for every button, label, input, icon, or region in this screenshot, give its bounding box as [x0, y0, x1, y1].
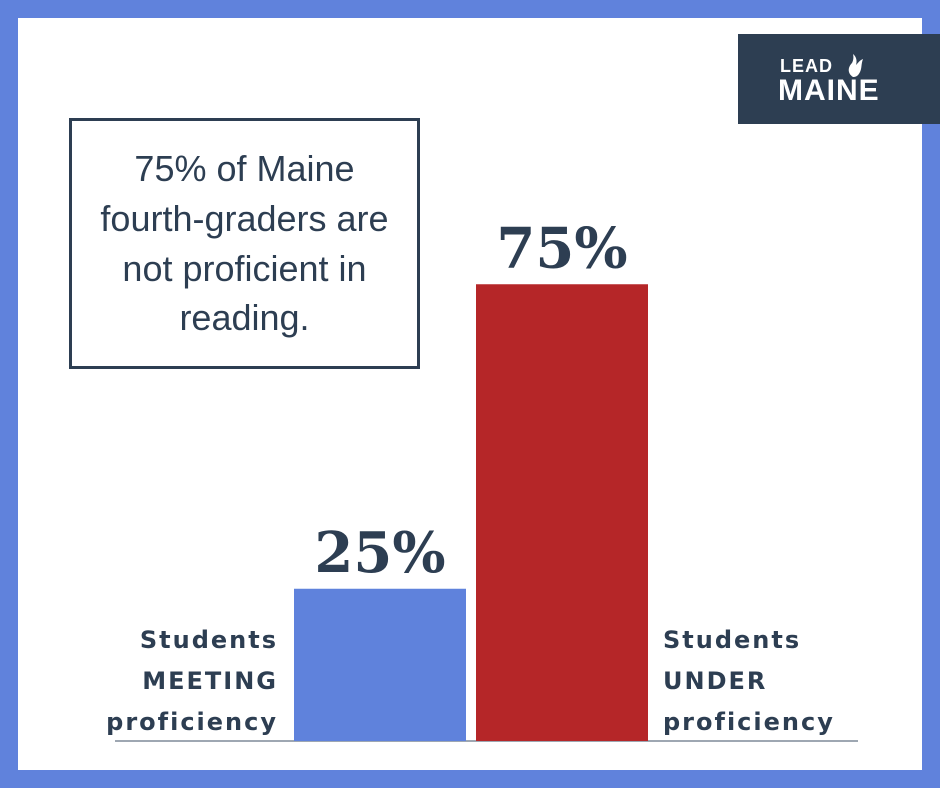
lead-maine-logo: LEAD MAINE — [738, 34, 940, 124]
under-proficiency-label: Students UNDER proficiency — [663, 620, 893, 743]
infographic-frame — [18, 18, 922, 770]
bar-under-proficiency — [476, 284, 648, 741]
bar-meeting-proficiency — [294, 588, 466, 741]
under-label-line-2: UNDER — [663, 667, 768, 695]
meeting-proficiency-label: Students MEETING proficiency — [60, 620, 278, 743]
under-label-line-3: proficiency — [663, 708, 835, 736]
key-stat-callout: 75% of Maine fourth-graders are not prof… — [69, 118, 420, 369]
meeting-label-line-2: MEETING — [142, 667, 278, 695]
meeting-label-line-1: Students — [139, 626, 278, 654]
logo-main-text: MAINE — [778, 74, 880, 107]
flame-icon — [848, 54, 863, 77]
key-stat-text: 75% of Maine fourth-graders are not prof… — [100, 148, 389, 339]
under-label-line-1: Students — [663, 626, 802, 654]
value-label-under: 75% — [496, 215, 627, 281]
logo-lead-text: LEAD — [780, 56, 833, 76]
meeting-label-line-3: proficiency — [106, 708, 278, 736]
value-label-meeting: 25% — [314, 520, 445, 586]
